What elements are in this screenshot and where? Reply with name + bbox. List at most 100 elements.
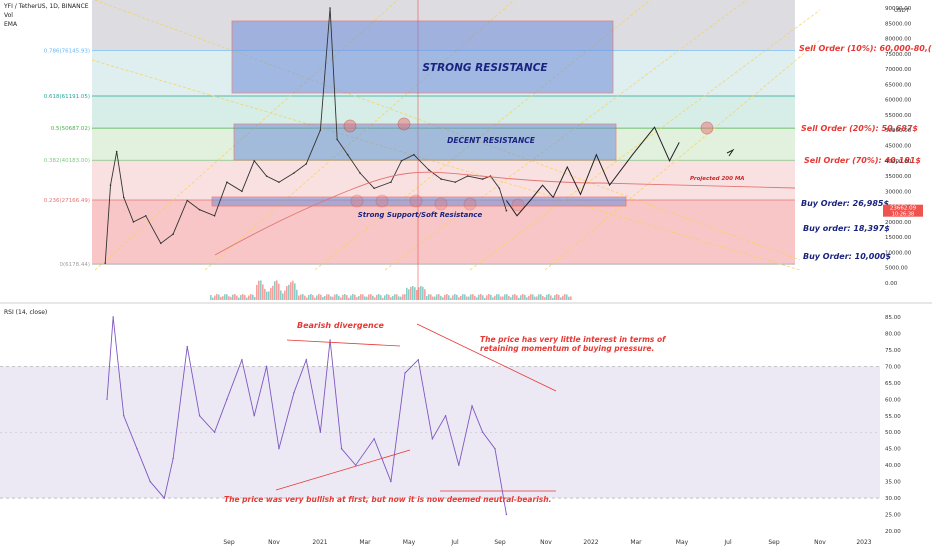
rsi-point — [186, 345, 188, 348]
volume-bar — [540, 294, 542, 300]
projected-ma-label: Projected 200 MA — [690, 176, 745, 182]
volume-bar — [564, 294, 566, 300]
volume-bar — [336, 294, 338, 300]
volume-bar — [254, 296, 256, 300]
divergence-bottom-line — [275, 449, 411, 491]
volume-bar — [384, 295, 386, 300]
volume-bar — [472, 294, 474, 300]
volume-bar — [510, 297, 512, 300]
price-tick-label: 55000.00 — [885, 113, 912, 119]
rsi-point — [431, 438, 434, 440]
volume-bar — [568, 296, 570, 300]
rsi-tick-label: 65.00 — [885, 381, 901, 387]
volume-bar — [458, 297, 460, 300]
price-point — [186, 199, 189, 202]
order-buy_2: Buy order: 18,397$ — [803, 224, 890, 233]
fib-label: 0.786(76145.93) — [44, 48, 90, 54]
volume-bar — [240, 295, 242, 300]
volume-bar — [380, 295, 382, 300]
volume-bar — [214, 295, 216, 300]
rsi-point — [458, 464, 460, 466]
volume-bar — [276, 280, 278, 300]
volume-bar — [338, 295, 340, 300]
rsi-tick-label: 85.00 — [885, 315, 901, 321]
volume-bar — [548, 294, 550, 300]
bearish-divergence-label: Bearish divergence — [297, 321, 384, 330]
volume-bar — [374, 297, 376, 300]
volume-bar — [258, 280, 260, 300]
volume-bar — [488, 294, 490, 300]
rsi-tick-label: 20.00 — [885, 529, 901, 535]
volume-bar — [570, 296, 572, 300]
volume-bar — [370, 294, 372, 300]
volume-bar — [310, 294, 312, 300]
rsi-point — [213, 431, 216, 433]
price-tick-label: 40000.00 — [885, 159, 912, 165]
volume-bar — [434, 296, 436, 300]
touch-circle-support — [409, 194, 423, 208]
volume-bar — [226, 294, 228, 300]
price-point — [265, 175, 268, 177]
x-tick-label: Nov — [540, 539, 552, 546]
volume-bar — [286, 286, 288, 300]
volume-bar — [480, 294, 482, 300]
volume-bar — [372, 295, 374, 300]
volume-bar — [364, 296, 366, 300]
volume-bar — [224, 294, 226, 300]
price-tick-label: 20000.00 — [885, 220, 912, 226]
volume-bar — [484, 297, 486, 300]
last-price-label: 23662.09 — [890, 206, 917, 212]
volume-bar — [394, 294, 396, 300]
volume-bar — [556, 294, 558, 300]
volume-bar — [326, 294, 328, 300]
momentum-line — [416, 323, 557, 392]
price-tick-label: 35000.00 — [885, 174, 912, 180]
volume-bar — [502, 296, 504, 300]
rsi-point — [494, 447, 496, 450]
price-point — [390, 181, 392, 183]
volume-bar — [446, 294, 448, 300]
volume-bar — [266, 291, 268, 300]
volume-bar — [252, 294, 254, 300]
volume-bar — [294, 283, 296, 300]
price-point — [481, 178, 484, 180]
volume-bar — [414, 287, 416, 300]
volume-bar — [382, 297, 384, 300]
price-tick-label: 15000.00 — [885, 235, 912, 241]
volume-bar — [490, 294, 492, 300]
price-tick-label: 45000.00 — [885, 144, 912, 150]
rsi-point — [226, 398, 228, 401]
order-buy_3: Buy Order: 10,000$ — [803, 252, 891, 261]
volume-bar — [404, 294, 406, 300]
price-point — [373, 187, 375, 190]
price-interest-label: The price has very little interest in te… — [480, 335, 667, 344]
volume-bar — [212, 297, 214, 300]
fib-zone-1 — [92, 160, 795, 200]
volume-bar — [554, 295, 556, 300]
fib-label: 0.382(40183.00) — [44, 158, 90, 164]
volume-bar — [416, 289, 418, 300]
price-bullish-label: The price was very bullish at first, but… — [224, 495, 551, 504]
volume-bar — [422, 286, 424, 300]
rsi-point — [106, 398, 108, 401]
volume-bar — [506, 294, 508, 300]
rsi-tick-label: 25.00 — [885, 513, 901, 519]
price-point — [498, 187, 501, 190]
price-point — [198, 208, 201, 211]
price-point — [454, 181, 457, 183]
rsi-title: RSI (14, close) — [4, 309, 47, 316]
touch-circle-support — [375, 194, 389, 208]
strong-resistance-label: STRONG RESISTANCE — [422, 62, 548, 74]
price-point — [122, 196, 125, 199]
decent-resistance-box — [233, 123, 617, 161]
touch-circle-support — [350, 194, 364, 208]
projection-arrow — [726, 148, 735, 157]
volume-bar — [356, 297, 358, 300]
price-point — [440, 178, 442, 180]
touch-circle-top — [700, 121, 714, 135]
volume-bar — [270, 287, 272, 300]
volume-bar — [514, 294, 516, 300]
fib-label: 0(6178.44) — [59, 262, 90, 268]
price-interest-label: retaining momentum of buying pressure. — [480, 344, 654, 353]
